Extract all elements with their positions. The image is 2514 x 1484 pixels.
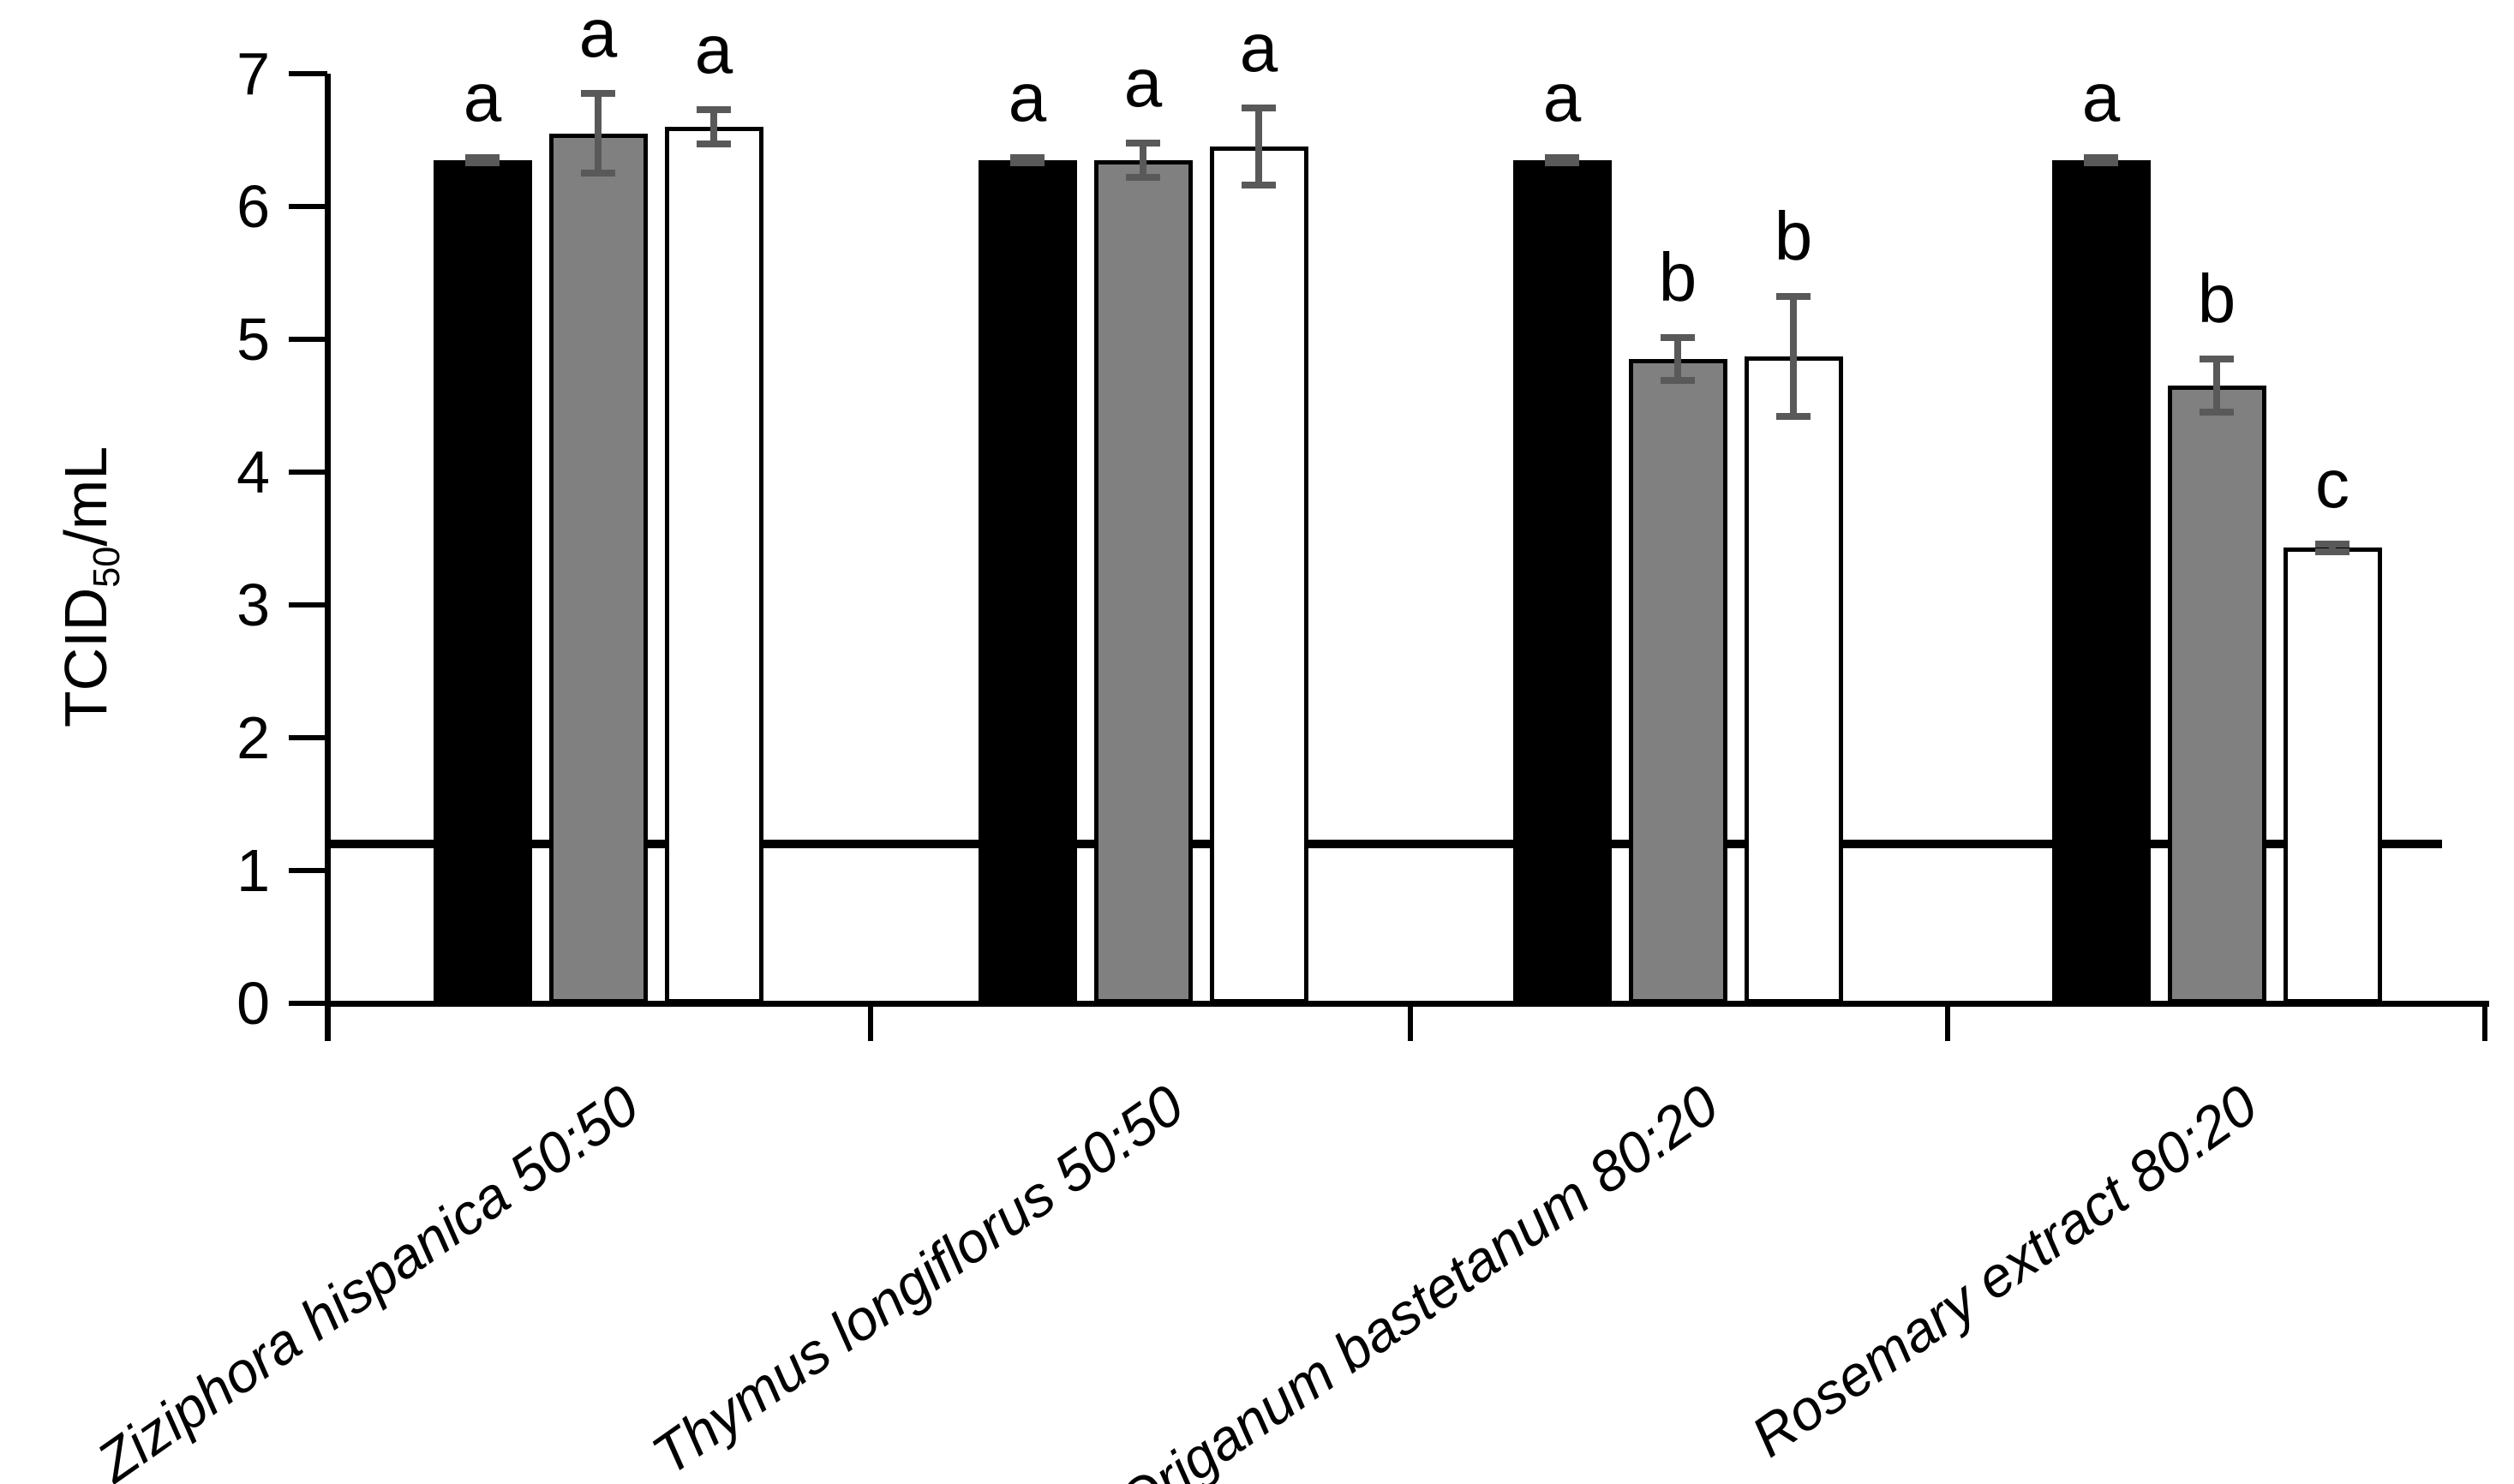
bar-white-bars-2: [1209, 147, 1308, 1003]
error-bar-top-cap: [697, 105, 731, 113]
bar-gray-bars-3: [1628, 359, 1727, 1003]
error-bar-bottom-cap: [1126, 173, 1160, 181]
error-bar-bottom-cap: [697, 141, 731, 148]
error-bar-top-cap: [1010, 153, 1045, 161]
x-axis-boundary-tick: [1945, 1003, 1950, 1041]
x-axis-boundary-tick: [2482, 1003, 2487, 1041]
bar-white-bars-1: [664, 127, 763, 1003]
y-axis-tick: [289, 71, 327, 76]
error-bar: [1140, 142, 1146, 177]
error-bar-top-cap: [2200, 356, 2234, 363]
y-axis-tick: [289, 470, 327, 475]
error-bar-top-cap: [1661, 334, 1695, 342]
bar-white-bars-4: [2283, 548, 2382, 1003]
error-bar-top-cap: [2084, 153, 2118, 161]
error-bar-bottom-cap: [1545, 159, 1579, 166]
significance-letter: b: [1658, 239, 1697, 316]
y-axis-tick: [289, 735, 327, 740]
x-axis-line: [325, 1001, 2489, 1007]
detection-limit-line: [327, 840, 2442, 848]
error-bar-top-cap: [1545, 153, 1579, 161]
x-axis-boundary-tick: [1408, 1003, 1413, 1041]
error-bar-top-cap: [2315, 540, 2349, 548]
x-category-label: Origanum bastetanum 80:20: [1105, 1072, 1730, 1484]
bar-black-bars-4: [2051, 159, 2151, 1003]
significance-letter: a: [2081, 58, 2121, 135]
x-category-label: Ziziphora hispanica 50:50: [85, 1072, 650, 1484]
significance-letter: a: [694, 10, 733, 87]
bar-black-bars-3: [1512, 159, 1612, 1003]
error-bar-bottom-cap: [1776, 412, 1811, 420]
error-bar-bottom-cap: [2084, 159, 2118, 166]
error-bar: [595, 93, 602, 174]
error-bar: [710, 109, 717, 145]
y-tick-label: 4: [236, 439, 270, 506]
y-tick-label: 6: [236, 173, 270, 240]
significance-letter: a: [1542, 58, 1582, 135]
y-axis-line: [325, 74, 331, 1041]
error-bar-top-cap: [1776, 293, 1811, 301]
error-bar-bottom-cap: [465, 159, 500, 166]
error-bar: [1674, 338, 1681, 381]
error-bar: [2213, 359, 2220, 413]
bar-gray-bars-2: [1093, 159, 1193, 1003]
y-axis-tick: [289, 868, 327, 873]
y-tick-label: 2: [236, 704, 270, 771]
error-bar-top-cap: [465, 153, 500, 161]
error-bar: [1790, 296, 1797, 416]
error-bar-bottom-cap: [1242, 182, 1276, 189]
significance-letter: a: [1239, 9, 1278, 87]
y-axis-tick: [289, 204, 327, 209]
y-axis-tick: [289, 1001, 327, 1006]
error-bar-bottom-cap: [1010, 159, 1045, 166]
y-tick-label: 0: [236, 970, 270, 1037]
y-tick-label: 5: [236, 306, 270, 373]
y-tick-label: 7: [236, 40, 270, 107]
y-tick-label: 3: [236, 571, 270, 638]
bar-gray-bars-4: [2167, 386, 2266, 1003]
significance-letter: a: [463, 58, 502, 135]
y-axis-tick: [289, 337, 327, 342]
significance-letter: a: [1123, 44, 1163, 121]
error-bar-bottom-cap: [2200, 409, 2234, 416]
bar-gray-bars-1: [548, 133, 648, 1003]
error-bar-top-cap: [581, 90, 615, 98]
bar-white-bars-3: [1744, 356, 1843, 1003]
error-bar-top-cap: [1126, 139, 1160, 147]
bar-black-bars-2: [978, 159, 1077, 1003]
bar-black-bars-1: [433, 159, 532, 1003]
significance-letter: c: [2315, 445, 2349, 522]
x-category-label: Rosemary extract 80:20: [1739, 1072, 2269, 1469]
x-axis-boundary-tick: [868, 1003, 873, 1041]
error-bar: [2329, 543, 2336, 552]
error-bar-top-cap: [1242, 105, 1276, 112]
error-bar: [1255, 108, 1262, 186]
x-category-label: Thymus longiflorus 50:50: [640, 1072, 1195, 1484]
significance-letter: b: [2197, 260, 2236, 338]
error-bar-bottom-cap: [1661, 377, 1695, 385]
significance-letter: a: [578, 0, 618, 72]
error-bar-bottom-cap: [2315, 548, 2349, 555]
significance-letter: a: [1008, 58, 1047, 135]
error-bar-bottom-cap: [581, 170, 615, 177]
y-tick-label: 1: [236, 837, 270, 904]
y-axis-tick: [289, 602, 327, 607]
significance-letter: b: [1774, 198, 1813, 275]
